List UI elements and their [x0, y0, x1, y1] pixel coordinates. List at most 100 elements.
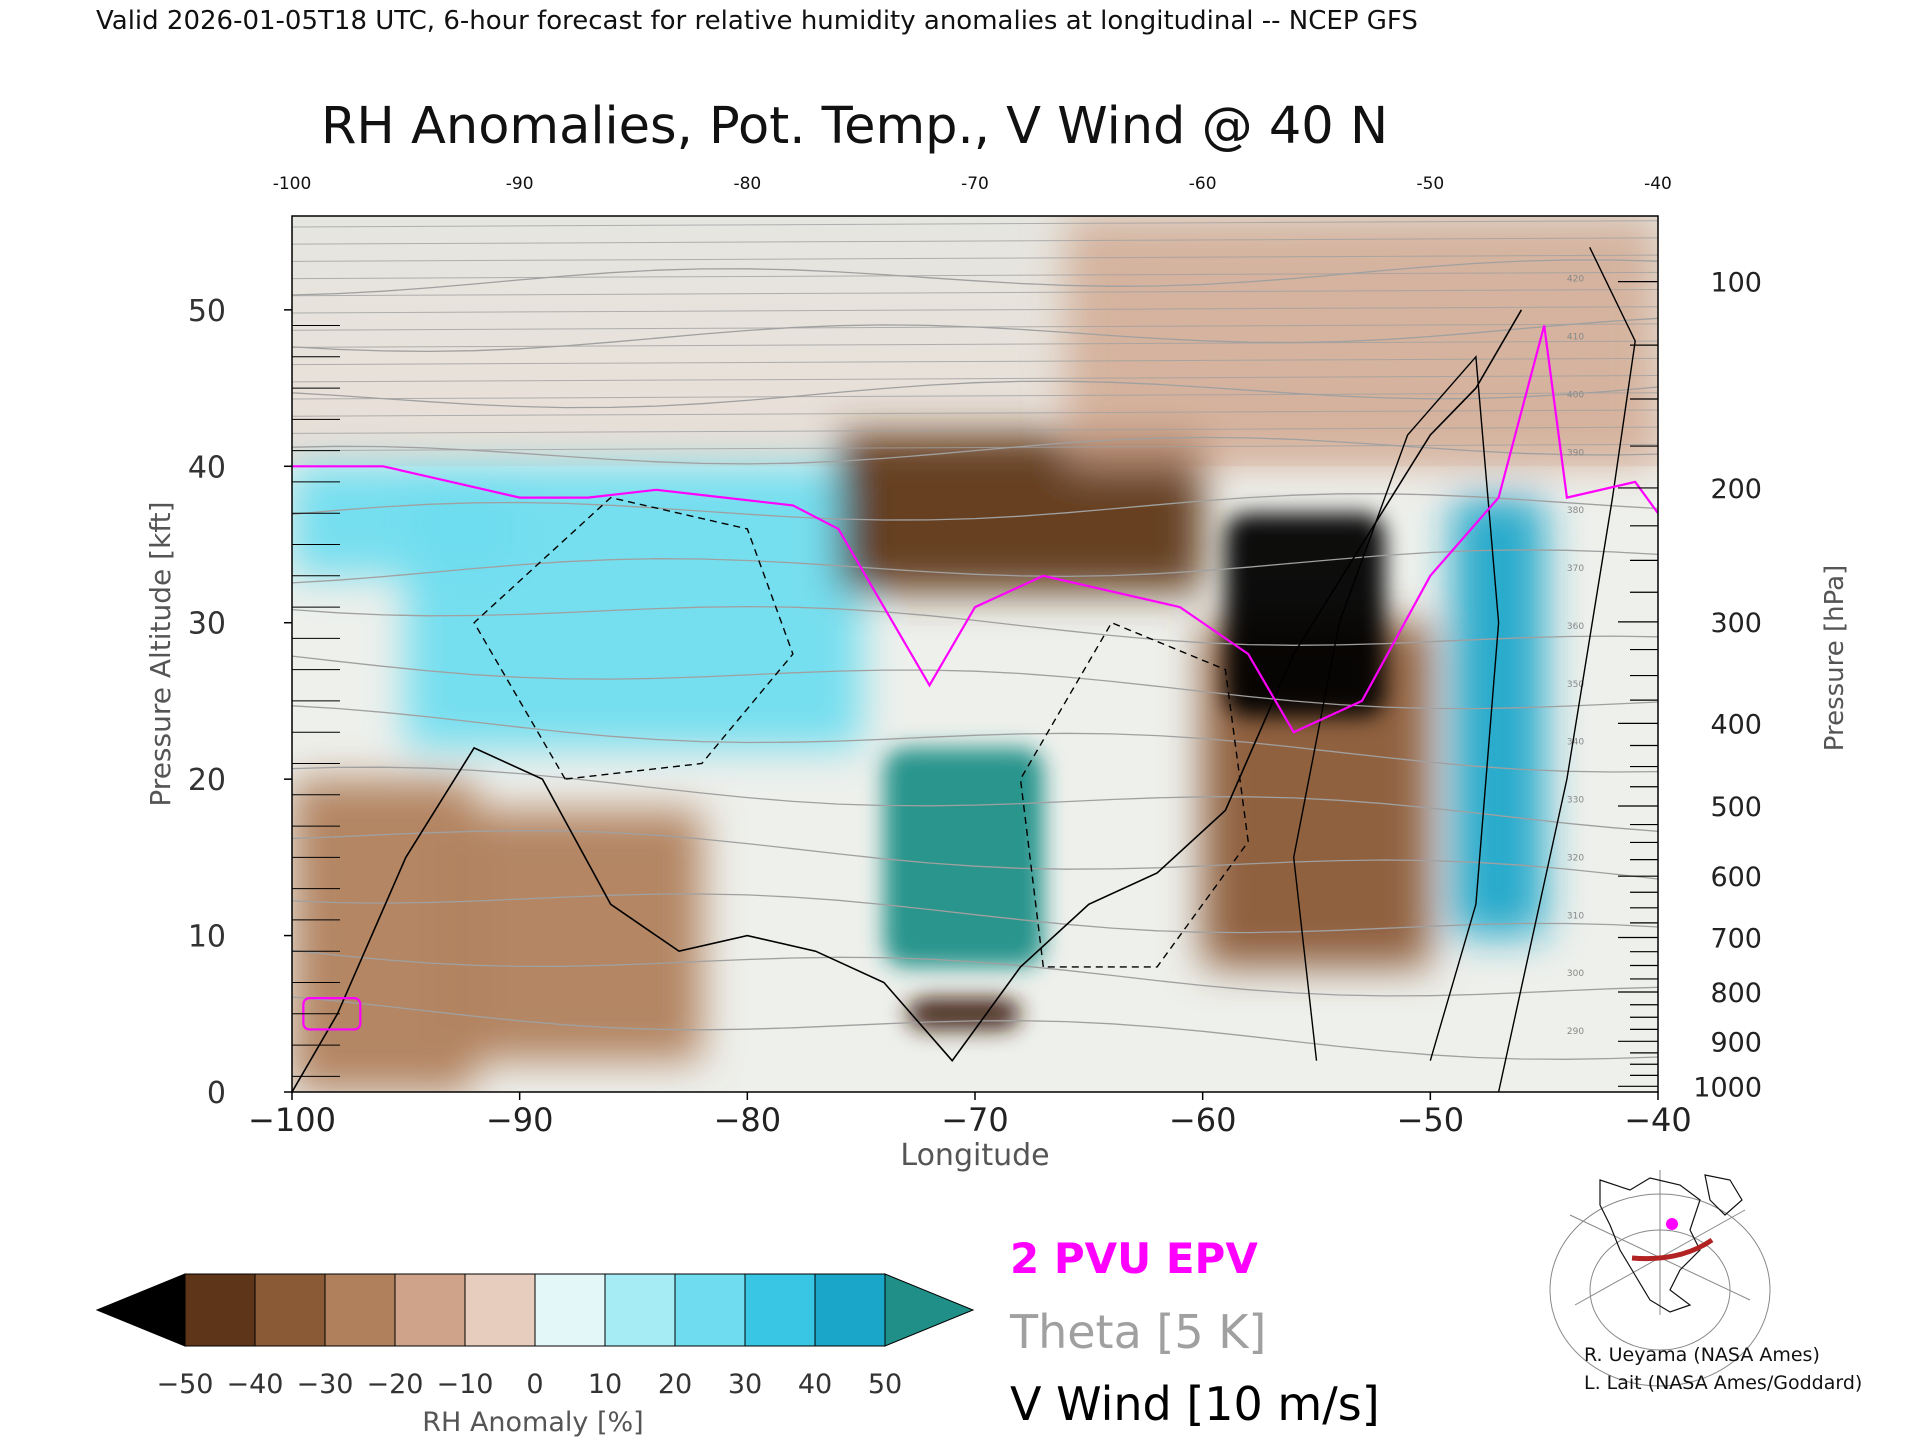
colorbar-cell — [604, 1273, 676, 1347]
colorbar-cell — [674, 1273, 746, 1347]
rh-region — [838, 435, 1203, 592]
map-location-dot — [1666, 1218, 1678, 1230]
locator-map — [1549, 1165, 1771, 1387]
y-right-tick-label: 300 — [1710, 608, 1762, 639]
theta-contour-label: 390 — [1567, 448, 1584, 458]
x-tick-label: −40 — [1624, 1101, 1692, 1139]
theta-contour-line — [292, 306, 1658, 314]
colorbar-cells — [95, 1273, 975, 1347]
colorbar-tick-label: 0 — [526, 1369, 543, 1400]
rh-region — [906, 998, 1021, 1030]
y-right-tick-label: 400 — [1710, 709, 1762, 740]
colorbar-cell — [324, 1273, 396, 1347]
theta-contour-label: 410 — [1567, 333, 1584, 343]
rh-anomaly-field — [292, 216, 1658, 1092]
y-right-tick-label: 700 — [1710, 923, 1762, 954]
theta-contour-line — [292, 705, 1658, 773]
theta-contour-line — [292, 655, 1658, 710]
theta-contour-label: 340 — [1567, 738, 1584, 748]
theta-contour-line — [292, 549, 1658, 584]
axes: −100 -100 −90 -90 −80 -80 −70 -70 −60 -60 −50 -50 −4… — [188, 174, 1762, 1139]
y-right-tick-label: 600 — [1710, 862, 1762, 893]
theta-contour-line — [292, 357, 1658, 366]
colorbar-cell — [814, 1273, 886, 1347]
legend-vwind: V Wind [10 m/s] — [1010, 1377, 1380, 1431]
x-top-tick-label: -50 — [1416, 174, 1444, 194]
theta-contour-line — [292, 323, 1658, 331]
vwind-zero-contour — [292, 309, 1523, 1092]
y-left-tick-label: 30 — [188, 607, 226, 642]
vwind-contours — [292, 246, 1636, 1092]
theta-contour-label: 300 — [1567, 969, 1584, 979]
credit-line-2: L. Lait (NASA Ames/Goddard) — [1584, 1372, 1862, 1394]
colorbar-tick-label: −10 — [437, 1369, 494, 1400]
rh-core-field — [883, 513, 1385, 1030]
theta-contour-label: 370 — [1567, 564, 1584, 574]
theta-contour-label: 380 — [1567, 506, 1584, 516]
colorbar-tick-label: −50 — [157, 1369, 214, 1400]
theta-contour-line — [292, 271, 1658, 280]
x-tick-label: −70 — [941, 1101, 1009, 1139]
legend-epv: 2 PVU EPV — [1010, 1234, 1258, 1283]
chart-title: RH Anomalies, Pot. Temp., V Wind @ 40 N — [321, 97, 1388, 156]
theta-contour-line — [292, 392, 1658, 400]
vwind-negative-contour — [473, 496, 794, 780]
theta-contour-line — [292, 493, 1658, 521]
rh-soft-field — [292, 216, 1658, 1092]
y-left-tick-label: 0 — [207, 1076, 226, 1111]
theta-contour-label: 290 — [1567, 1027, 1584, 1037]
theta-contour-label: 310 — [1567, 911, 1584, 921]
vwind-positive-contour — [1497, 246, 1636, 1092]
y-left-tick-label: 50 — [188, 294, 226, 329]
credit-line-1: R. Ueyama (NASA Ames) — [1584, 1344, 1820, 1366]
x-axis-label: Longitude — [900, 1138, 1049, 1173]
epv-2pvu-line — [292, 325, 1658, 734]
rh-region — [1453, 497, 1545, 936]
theta-contour-line — [292, 254, 1658, 262]
colorbar-cell — [744, 1273, 816, 1347]
y-left-tick-label: 10 — [188, 920, 226, 955]
colorbar-cell — [534, 1273, 606, 1347]
x-top-tick-label: -90 — [506, 174, 534, 194]
colorbar-cell — [464, 1273, 536, 1347]
map-coastline — [1599, 1177, 1701, 1313]
theta-contour-label: 330 — [1567, 796, 1584, 806]
map-section-track — [1631, 1237, 1714, 1262]
y-left-tick-label: 20 — [188, 763, 226, 798]
legend: 2 PVU EPV Theta [5 K] V Wind [10 m/s] — [1009, 1234, 1380, 1431]
legend-theta: Theta [5 K] — [1009, 1305, 1266, 1359]
y-left-tick-label: 40 — [188, 450, 226, 485]
theta-contour-line — [292, 893, 1658, 934]
colorbar-label: RH Anomaly [%] — [422, 1407, 643, 1438]
theta-contour-line — [292, 375, 1658, 383]
x-top-tick-label: -40 — [1644, 174, 1672, 194]
y-right-tick-label: 500 — [1710, 792, 1762, 823]
theta-contour-line — [292, 409, 1658, 417]
theta-contours: 290 300 310 320 330 340 350 360 370 380 390 400 410 4… — [292, 220, 1658, 1060]
x-tick-label: −90 — [486, 1101, 554, 1139]
theta-contour-line — [292, 766, 1658, 832]
theta-contour-line — [292, 949, 1658, 997]
colorbar-tick-label: 50 — [868, 1369, 902, 1400]
colorbar-tick-label: 10 — [588, 1369, 622, 1400]
valid-time-header: Valid 2026-01-05T18 UTC, 6-hour forecast… — [96, 6, 1418, 36]
theta-contour-label: 350 — [1567, 680, 1584, 690]
theta-contour-line — [292, 436, 1658, 465]
y-right-tick-label: 900 — [1710, 1027, 1762, 1058]
y-right-tick-label: 1000 — [1693, 1072, 1762, 1103]
x-tick-label: −60 — [1169, 1101, 1237, 1139]
theta-contour-line — [292, 996, 1658, 1060]
rh-region — [451, 810, 702, 1061]
colorbar-cell — [254, 1273, 326, 1347]
theta-contour-label: 320 — [1567, 853, 1584, 863]
x-top-tick-label: -100 — [273, 174, 312, 194]
colorbar-tick-label: −30 — [297, 1369, 354, 1400]
theta-contour-label: 360 — [1567, 622, 1584, 632]
vwind-negative-contour — [1019, 621, 1249, 968]
x-top-tick-label: -60 — [1189, 174, 1217, 194]
rh-region — [883, 747, 1044, 967]
colorbar-tick-label: −40 — [227, 1369, 284, 1400]
map-coastline — [1704, 1174, 1743, 1216]
x-top-tick-label: -70 — [961, 174, 989, 194]
